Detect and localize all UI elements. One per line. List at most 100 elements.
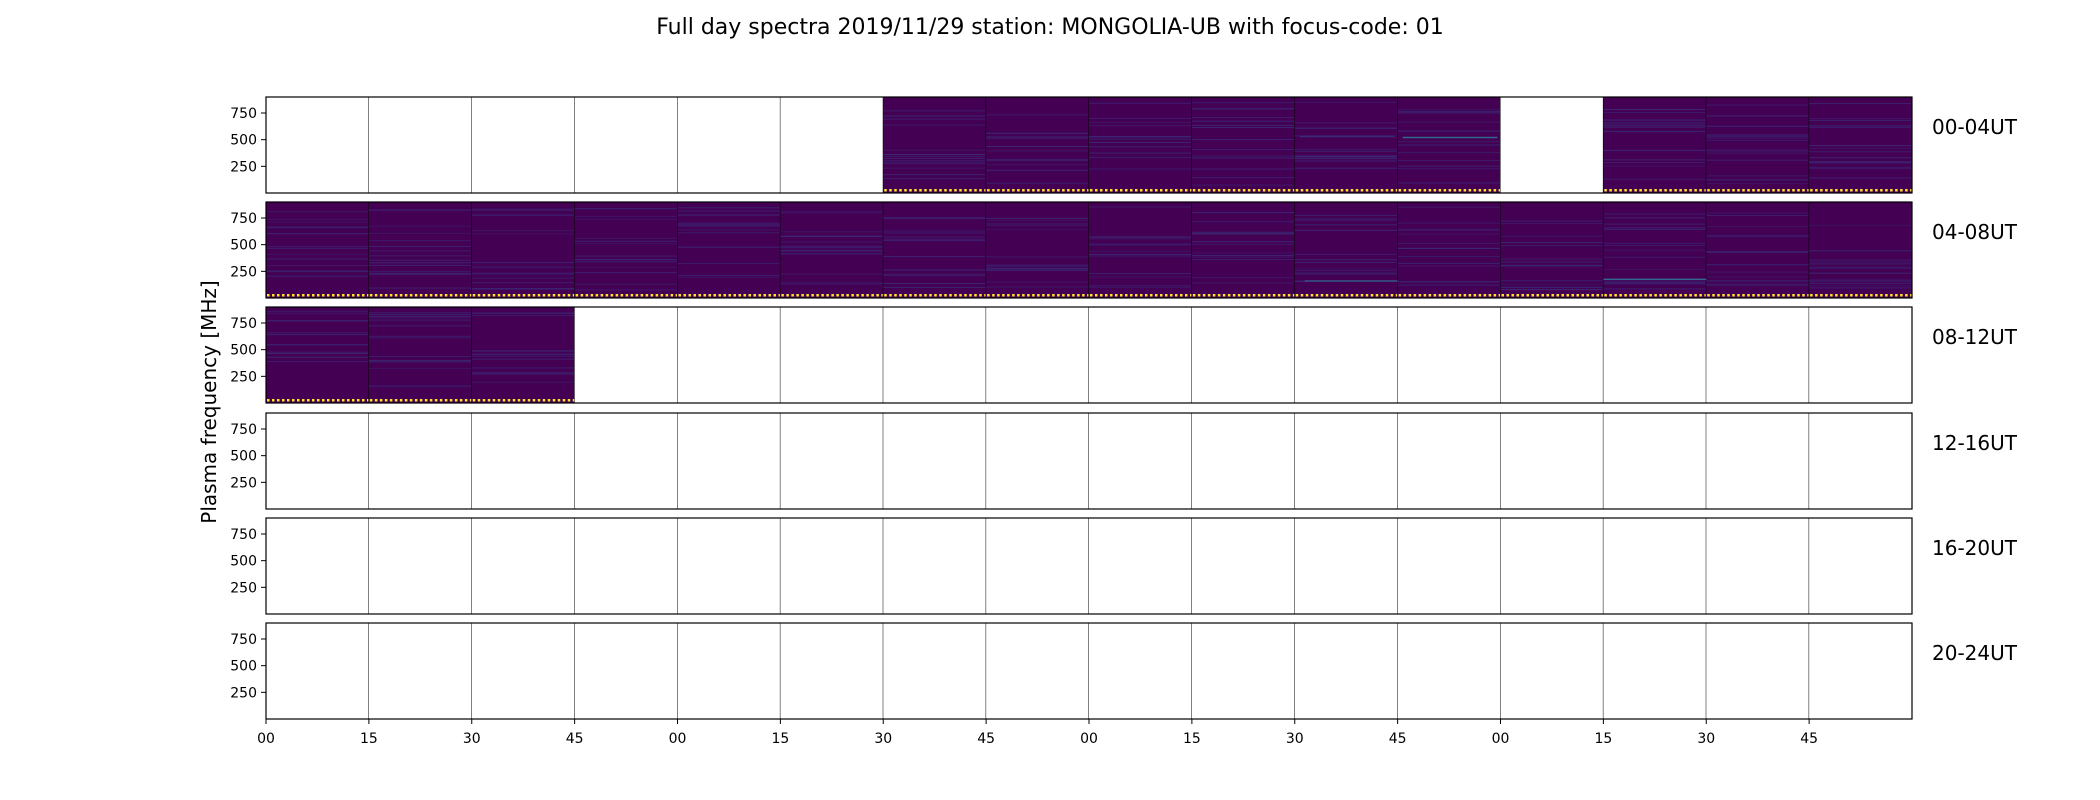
- baseline-dot: [1120, 294, 1123, 297]
- noise-band: [1706, 264, 1810, 266]
- noise-band: [1089, 254, 1192, 256]
- noise-band: [1809, 282, 1912, 284]
- baseline-dot: [987, 294, 990, 297]
- x-tick-label: 30: [874, 731, 892, 747]
- spectrum-cell: [986, 623, 1089, 719]
- noise-band: [1397, 222, 1501, 224]
- baseline-dot: [1335, 294, 1339, 297]
- baseline-dot: [297, 294, 300, 297]
- cell-background: [1089, 623, 1192, 719]
- baseline-dot: [992, 189, 995, 192]
- baseline-dot: [1767, 189, 1770, 192]
- baseline-dot: [1629, 294, 1632, 297]
- baseline-dot: [347, 294, 350, 297]
- baseline-dot: [312, 399, 315, 402]
- spectrum-cell: [266, 518, 369, 614]
- noise-band: [1809, 157, 1912, 159]
- noise-band: [677, 222, 781, 224]
- noise-band: [574, 255, 678, 257]
- spectrum-cell: [1500, 413, 1604, 509]
- noise-band: [1191, 277, 1295, 279]
- noise-band: [1089, 168, 1192, 170]
- noise-band: [266, 344, 369, 346]
- cell-background: [1294, 307, 1398, 403]
- noise-band: [368, 386, 472, 388]
- noise-band: [471, 315, 575, 317]
- noise-band: [883, 286, 987, 288]
- noise-band: [266, 356, 369, 358]
- cell-background: [1603, 518, 1707, 614]
- noise-band: [1397, 262, 1501, 264]
- noise-band: [471, 372, 575, 374]
- baseline-dot: [1267, 189, 1271, 192]
- noise-band: [1500, 220, 1604, 222]
- cell-background: [1603, 307, 1707, 403]
- baseline-dot: [477, 294, 481, 297]
- baseline-dot: [1830, 189, 1833, 192]
- noise-band: [986, 256, 1089, 258]
- baseline-dot: [434, 294, 438, 297]
- baseline-dot: [1601, 294, 1604, 297]
- baseline-dot: [979, 189, 982, 192]
- noise-band: [471, 367, 575, 369]
- baseline-dot: [984, 189, 987, 192]
- baseline-dot: [791, 294, 794, 297]
- baseline-dot: [1057, 189, 1060, 192]
- baseline-dot: [1032, 189, 1035, 192]
- spectrum-cell: [1294, 307, 1398, 403]
- noise-band: [1706, 150, 1810, 152]
- noise-band: [677, 224, 781, 226]
- noise-band: [1089, 146, 1192, 148]
- baseline-dot: [399, 399, 403, 402]
- baseline-dot: [1252, 189, 1256, 192]
- noise-band: [368, 317, 472, 319]
- baseline-dot: [635, 294, 639, 297]
- baseline-dot: [929, 189, 932, 192]
- x-tick-label: 45: [1800, 731, 1818, 747]
- noise-band: [883, 273, 987, 275]
- noise-band: [1294, 214, 1398, 216]
- noise-band: [883, 283, 987, 285]
- spectrum-cell: [1089, 413, 1192, 509]
- baseline-dot: [768, 294, 771, 297]
- noise-band: [266, 211, 369, 213]
- y-tick-label: 500: [230, 554, 257, 570]
- baseline-dot: [292, 399, 295, 402]
- cell-background: [780, 413, 884, 509]
- spectrum-cell: [677, 518, 781, 614]
- baseline-dot: [1511, 294, 1514, 297]
- baseline-dot: [1330, 189, 1334, 192]
- noise-band: [1191, 256, 1295, 258]
- baseline-dot: [1012, 189, 1015, 192]
- baseline-dot: [394, 399, 398, 402]
- baseline-dot: [1423, 189, 1427, 192]
- baseline-dot: [884, 294, 887, 297]
- baseline-dot: [1531, 294, 1534, 297]
- baseline-dot: [1222, 294, 1226, 297]
- baseline-dot: [1757, 294, 1760, 297]
- noise-band: [1089, 102, 1192, 104]
- baseline-dot: [914, 189, 917, 192]
- baseline-dot: [1576, 294, 1579, 297]
- row-label: 04-08UT: [1932, 220, 2018, 244]
- cell-background: [677, 202, 781, 298]
- baseline-dot: [1160, 189, 1163, 192]
- y-tick-label: 750: [230, 316, 257, 332]
- cell-background: [368, 623, 472, 719]
- cell-background: [677, 623, 781, 719]
- noise-band: [986, 281, 1089, 283]
- spectrum-cell: [1294, 97, 1399, 193]
- noise-band: [883, 110, 987, 112]
- noise-band: [677, 210, 781, 212]
- cell-background: [1089, 202, 1192, 298]
- noise-band: [1603, 119, 1707, 121]
- cell-background: [368, 518, 472, 614]
- baseline-dot: [542, 294, 546, 297]
- noise-band: [1397, 242, 1501, 244]
- cell-background: [1191, 97, 1295, 193]
- noise-band: [986, 229, 1089, 231]
- spectrum-cell: [883, 97, 987, 193]
- cell-background: [986, 202, 1089, 298]
- baseline-dot: [1742, 294, 1745, 297]
- baseline-dot: [502, 294, 506, 297]
